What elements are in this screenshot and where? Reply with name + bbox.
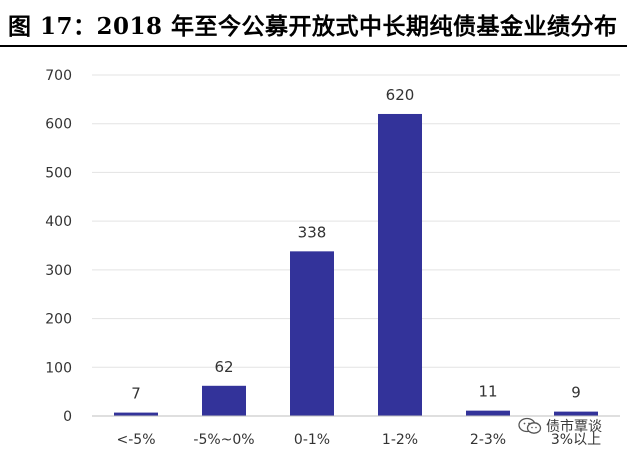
y-tick-label: 100: [45, 360, 72, 376]
x-axis-ticks: <-5% -5%~0% 0-1% 1-2% 2-3% 3%以上: [117, 432, 602, 448]
bar: [554, 411, 598, 416]
bar: [202, 385, 246, 416]
x-tick-label: 3%以上: [551, 432, 601, 448]
x-tick-label: <-5%: [117, 432, 156, 448]
figure-title: 图 17：2018 年至今公募开放式中长期纯债基金业绩分布: [8, 13, 618, 40]
x-tick-label: 0-1%: [294, 432, 330, 448]
y-tick-label: 0: [63, 409, 72, 425]
watermark: 债市覃谈: [518, 416, 602, 436]
watermark-text: 债市覃谈: [546, 419, 602, 435]
title-rule: [0, 45, 627, 47]
y-tick-label: 700: [45, 68, 72, 84]
y-tick-label: 400: [45, 214, 72, 230]
data-label: 620: [386, 86, 415, 104]
bar: [290, 251, 334, 416]
wechat-icon: [518, 417, 542, 434]
data-label: 338: [298, 223, 327, 241]
gridlines: [92, 74, 620, 368]
x-tick-label: -5%~0%: [193, 432, 254, 448]
y-tick-label: 300: [45, 263, 72, 279]
x-tick-label: 1-2%: [382, 432, 418, 448]
bar: [114, 412, 158, 416]
data-labels: 7 62 338 620 11 9: [131, 86, 581, 403]
bar: [466, 410, 510, 416]
y-tick-label: 500: [45, 165, 72, 181]
x-tick-label: 2-3%: [470, 432, 506, 448]
bar: [378, 113, 422, 416]
data-label: 11: [478, 383, 497, 401]
bars: [114, 113, 598, 416]
data-label: 62: [214, 358, 233, 376]
y-tick-label: 200: [45, 312, 72, 328]
y-axis-ticks: 0 100 200 300 400 500 600 700: [45, 68, 72, 425]
data-label: 7: [131, 385, 141, 403]
y-tick-label: 600: [45, 117, 72, 133]
data-label: 9: [571, 384, 581, 402]
